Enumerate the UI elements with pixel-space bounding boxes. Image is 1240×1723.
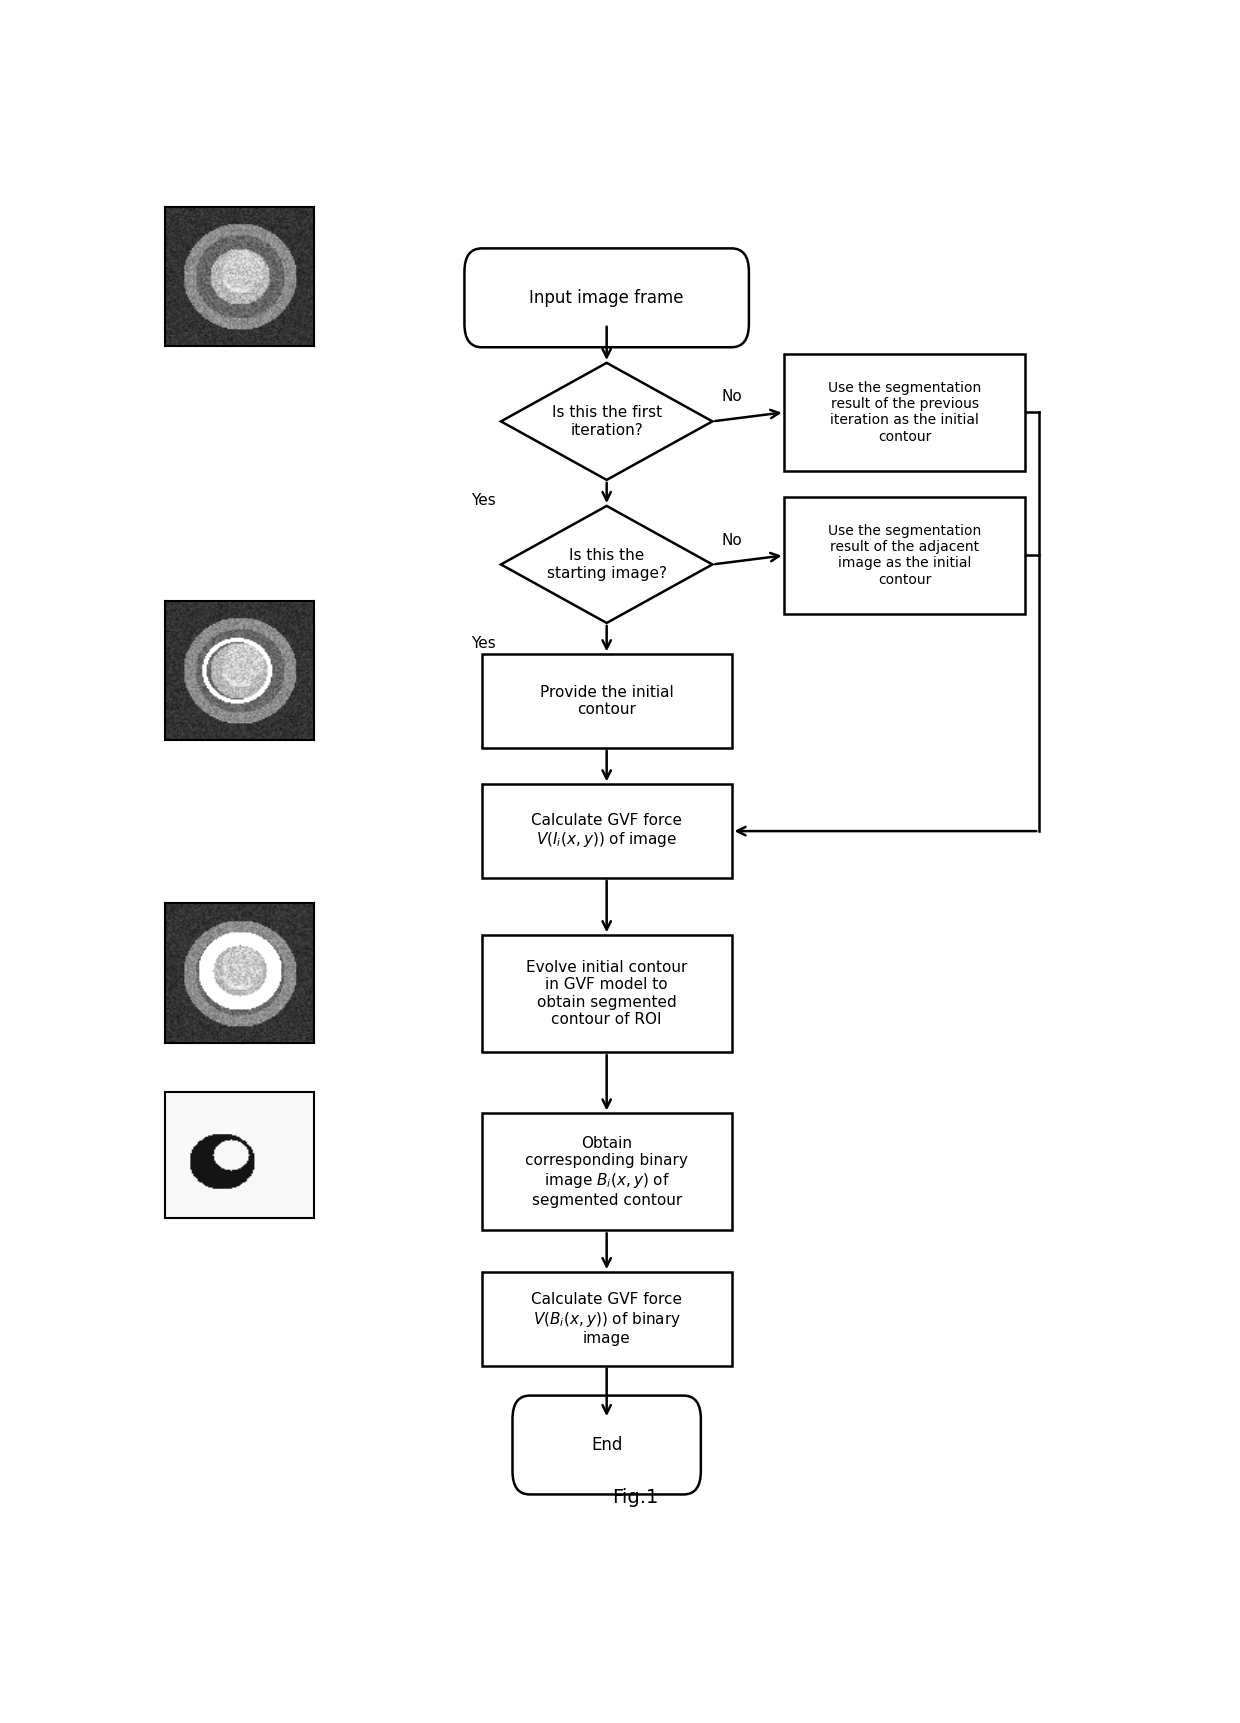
Text: No: No (722, 532, 743, 548)
Bar (785, 353, 1024, 470)
FancyBboxPatch shape (512, 1396, 701, 1494)
Bar (481, 936, 732, 1053)
Text: Yes: Yes (471, 636, 496, 651)
Text: Provide the initial
contour: Provide the initial contour (539, 684, 673, 717)
Bar (481, 1272, 732, 1366)
Text: Is this the first
iteration?: Is this the first iteration? (552, 405, 662, 438)
Text: Use the segmentation
result of the previous
iteration as the initial
contour: Use the segmentation result of the previ… (828, 381, 981, 443)
Text: Use the segmentation
result of the adjacent
image as the initial
contour: Use the segmentation result of the adjac… (828, 524, 981, 586)
Polygon shape (501, 507, 712, 624)
Bar (481, 655, 732, 748)
Bar (785, 496, 1024, 613)
Text: Obtain
corresponding binary
image $B_i(x,y)$ of
segmented contour: Obtain corresponding binary image $B_i(x… (526, 1135, 688, 1208)
Text: Calculate GVF force
$V(B_i(x,y))$ of binary
image: Calculate GVF force $V(B_i(x,y))$ of bin… (531, 1292, 682, 1346)
FancyBboxPatch shape (465, 248, 749, 348)
Text: Yes: Yes (471, 493, 496, 508)
Text: Calculate GVF force
$V(I_i(x,y))$ of image: Calculate GVF force $V(I_i(x,y))$ of ima… (531, 813, 682, 849)
Text: Fig.1: Fig.1 (613, 1487, 658, 1506)
Polygon shape (501, 364, 712, 481)
Bar (481, 784, 732, 879)
Text: Evolve initial contour
in GVF model to
obtain segmented
contour of ROI: Evolve initial contour in GVF model to o… (526, 960, 687, 1027)
Text: Input image frame: Input image frame (529, 289, 684, 307)
Text: End: End (591, 1435, 622, 1454)
Text: No: No (722, 389, 743, 405)
Bar (481, 1113, 732, 1230)
Text: Is this the
starting image?: Is this the starting image? (547, 548, 667, 581)
